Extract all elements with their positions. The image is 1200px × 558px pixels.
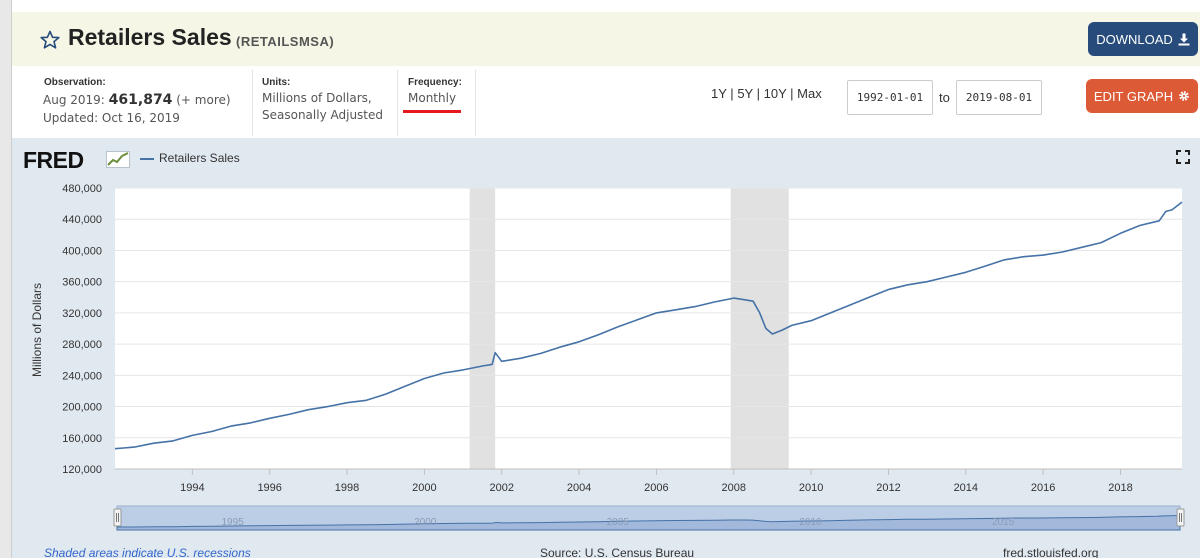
- units-label: Units:: [262, 77, 291, 88]
- x-tick-label: 1994: [180, 482, 204, 494]
- x-tick-label: 2010: [799, 482, 823, 494]
- range-separator: |: [730, 86, 734, 101]
- plot-area: [115, 188, 1182, 469]
- x-tick-label: 2002: [489, 482, 513, 494]
- edit-graph-button[interactable]: EDIT GRAPH: [1086, 79, 1198, 113]
- title-bar: [12, 12, 1200, 66]
- recession-band: [730, 188, 789, 469]
- observation-label: Observation:: [44, 77, 106, 88]
- series-line: [114, 201, 1183, 450]
- y-tick-label: 240,000: [62, 370, 102, 382]
- frequency-label: Frequency:: [408, 77, 462, 88]
- y-tick-label: 200,000: [62, 402, 102, 414]
- download-button-label: DOWNLOAD: [1096, 31, 1173, 47]
- y-tick-label: 400,000: [62, 245, 102, 257]
- x-tick-label: 1998: [335, 482, 359, 494]
- x-tick-label: 2014: [954, 482, 978, 494]
- x-tick-label: 2012: [876, 482, 900, 494]
- recession-band: [469, 188, 496, 469]
- observation-line: Aug 2019: 461,874 (+ more): [43, 91, 231, 109]
- updated-date: Updated: Oct 16, 2019: [43, 111, 180, 125]
- observation-more-link[interactable]: (+ more): [176, 93, 231, 107]
- y-tick-label: 480,000: [62, 183, 102, 195]
- navigator-label: 1995: [221, 517, 244, 528]
- x-tick-label: 2008: [722, 482, 746, 494]
- meta-divider: [475, 70, 476, 136]
- navigator-handle[interactable]: [113, 508, 122, 527]
- y-tick-label: 120,000: [62, 464, 102, 476]
- left-gutter: [0, 0, 12, 558]
- y-tick-label: 360,000: [62, 277, 102, 289]
- y-tick-label: 280,000: [62, 339, 102, 351]
- y-tick-label: 160,000: [62, 433, 102, 445]
- series-id: (RETAILSMSA): [236, 34, 335, 49]
- fullscreen-icon[interactable]: [1176, 150, 1190, 164]
- frequency-underline: [403, 110, 461, 113]
- download-icon: [1178, 33, 1190, 45]
- range-1y[interactable]: 1Y: [711, 86, 727, 101]
- recession-note-link[interactable]: Shaded areas indicate U.S. recessions: [44, 546, 251, 558]
- range-separator: |: [756, 86, 760, 101]
- legend-label: Retailers Sales: [159, 151, 240, 165]
- y-tick-label: 440,000: [62, 214, 102, 226]
- source-text: Source: U.S. Census Bureau: [540, 546, 695, 558]
- star-icon[interactable]: [40, 30, 60, 50]
- page-title: Retailers Sales: [68, 24, 232, 50]
- range-5y[interactable]: 5Y: [737, 86, 753, 101]
- y-tick-label: 320,000: [62, 308, 102, 320]
- end-date-input[interactable]: 2019-08-01: [956, 80, 1042, 115]
- start-date-input[interactable]: 1992-01-01: [847, 80, 933, 115]
- fred-logo-chart-icon: [106, 151, 130, 168]
- edit-graph-button-label: EDIT GRAPH: [1093, 88, 1174, 104]
- gear-icon: [1179, 91, 1189, 101]
- x-tick-label: 1996: [257, 482, 281, 494]
- x-tick-label: 2004: [567, 482, 591, 494]
- fred-logo: FRED: [23, 147, 84, 173]
- units-line-2: Seasonally Adjusted: [262, 108, 384, 122]
- frequency-value: Monthly: [408, 91, 457, 105]
- navigator-handle[interactable]: [1176, 508, 1185, 527]
- download-button[interactable]: DOWNLOAD: [1088, 22, 1198, 56]
- x-tick-label: 2000: [412, 482, 436, 494]
- x-tick-label: 2018: [1108, 482, 1132, 494]
- meta-divider: [252, 70, 253, 136]
- meta-divider: [397, 70, 398, 136]
- navigator-label: 2005: [607, 517, 630, 528]
- range-10y[interactable]: 10Y: [763, 86, 787, 101]
- range-links: 1Y | 5Y | 10Y | Max: [711, 86, 822, 101]
- range-separator: |: [790, 86, 794, 101]
- observation-date: Aug 2019:: [43, 93, 105, 107]
- x-tick-label: 2016: [1031, 482, 1055, 494]
- site-url: fred.stlouisfed.org: [1003, 546, 1099, 558]
- to-label: to: [939, 90, 950, 105]
- navigator-label: 2015: [992, 517, 1015, 528]
- observation-value: 461,874: [108, 92, 173, 108]
- navigator-label: 2000: [414, 517, 437, 528]
- navigator-series: [116, 514, 1181, 531]
- units-line-1: Millions of Dollars,: [262, 91, 372, 105]
- range-max[interactable]: Max: [797, 86, 822, 101]
- x-tick-label: 2006: [644, 482, 668, 494]
- legend-swatch: [140, 158, 154, 160]
- navigator-label: 2010: [799, 517, 822, 528]
